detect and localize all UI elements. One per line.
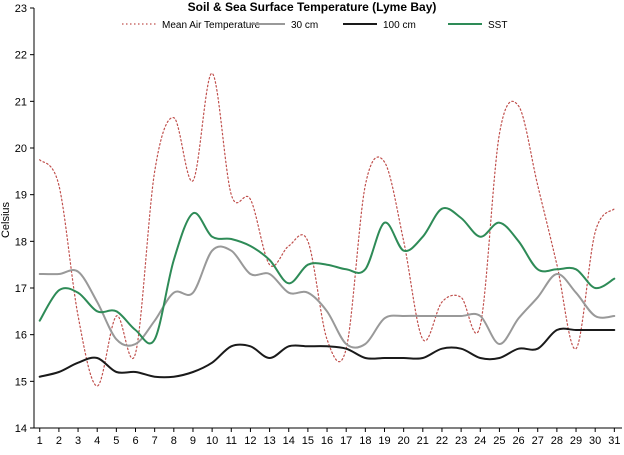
x-tick-label: 29 <box>570 435 582 447</box>
x-tick-label: 17 <box>340 435 352 447</box>
x-tick-label: 5 <box>113 435 119 447</box>
y-tick-label: 19 <box>15 190 27 202</box>
x-tick-label: 14 <box>283 435 295 447</box>
x-tick-label: 2 <box>56 435 62 447</box>
x-tick-label: 12 <box>244 435 256 447</box>
x-tick-label: 15 <box>302 435 314 447</box>
series-line-30-cm <box>38 245 616 349</box>
y-tick-label: 18 <box>15 236 27 248</box>
x-tick-label: 31 <box>608 435 620 447</box>
x-tick-label: 8 <box>171 435 177 447</box>
series-line-sst <box>38 207 616 345</box>
x-tick-label: 18 <box>359 435 371 447</box>
x-tick-label: 26 <box>512 435 524 447</box>
x-tick-label: 23 <box>455 435 467 447</box>
x-tick-label: 30 <box>589 435 601 447</box>
x-tick-label: 16 <box>321 435 333 447</box>
y-tick-label: 23 <box>15 3 27 15</box>
legend-label-mean-air-temperature: Mean Air Temperature <box>162 20 261 31</box>
y-tick-label: 17 <box>15 283 27 295</box>
x-tick-label: 27 <box>532 435 544 447</box>
x-tick-label: 11 <box>226 435 237 447</box>
legend-label-30-cm: 30 cm <box>291 20 318 31</box>
y-tick-label: 14 <box>15 423 27 435</box>
x-tick-label: 10 <box>206 435 218 447</box>
x-tick-label: 13 <box>263 435 275 447</box>
y-tick-label: 15 <box>15 376 27 388</box>
x-tick-label: 22 <box>436 435 448 447</box>
legend-label-100-cm: 100 cm <box>383 20 416 31</box>
x-tick-label: 24 <box>474 435 486 447</box>
y-tick-label: 16 <box>15 330 27 342</box>
y-tick-label: 20 <box>15 143 27 155</box>
series-line-mean-air-temperature <box>39 72 615 387</box>
x-tick-label: 19 <box>378 435 390 447</box>
series-line-100-cm <box>38 327 616 379</box>
x-tick-label: 4 <box>94 435 100 447</box>
x-tick-label: 1 <box>37 435 43 447</box>
x-tick-label: 25 <box>493 435 505 447</box>
chart-title: Soil & Sea Surface Temperature (Lyme Bay… <box>188 0 437 14</box>
legend-label-sst: SST <box>488 20 507 31</box>
x-tick-label: 9 <box>190 435 196 447</box>
x-tick-label: 7 <box>152 435 158 447</box>
x-tick-label: 21 <box>417 435 429 447</box>
legend: Mean Air Temperature 30 cm 100 cm SST <box>122 20 507 31</box>
y-axis-label: Celsius <box>0 201 12 238</box>
x-tick-label: 28 <box>551 435 563 447</box>
y-tick-label: 21 <box>15 96 27 108</box>
x-tick-label: 20 <box>398 435 410 447</box>
x-tick-label: 3 <box>75 435 81 447</box>
y-tick-label: 22 <box>15 50 27 62</box>
x-tick-label: 6 <box>132 435 138 447</box>
